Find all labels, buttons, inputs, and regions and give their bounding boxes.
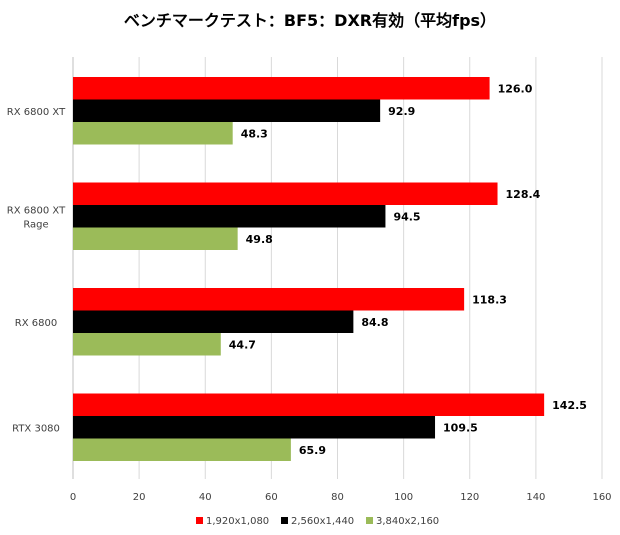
category-label: RX 6800 XT xyxy=(7,107,66,118)
data-label: 92.9 xyxy=(388,105,415,118)
bar xyxy=(73,205,386,228)
x-tick-label: 20 xyxy=(133,492,146,503)
bar xyxy=(73,122,233,145)
x-tick-label: 140 xyxy=(526,492,545,503)
legend: 1,920x1,080 2,560x1,440 3,840x2,160 xyxy=(196,516,439,527)
bar xyxy=(73,333,221,356)
legend-label: 2,560x1,440 xyxy=(291,516,354,527)
legend-swatch xyxy=(281,517,288,524)
data-label: 126.0 xyxy=(498,82,533,95)
category-label: Rage xyxy=(23,219,48,230)
data-label: 94.5 xyxy=(393,210,420,223)
bar xyxy=(73,99,381,122)
data-label: 65.9 xyxy=(299,444,326,457)
bars xyxy=(73,77,545,461)
bar xyxy=(73,182,498,205)
legend-label: 3,840x2,160 xyxy=(376,516,439,527)
x-tick-label: 60 xyxy=(265,492,278,503)
data-label: 84.8 xyxy=(361,316,388,329)
data-label: 109.5 xyxy=(443,421,478,434)
x-tick-label: 120 xyxy=(460,492,479,503)
x-tick-label: 40 xyxy=(199,492,212,503)
x-tick-label: 100 xyxy=(394,492,413,503)
bar xyxy=(73,288,465,311)
legend-swatch xyxy=(196,517,203,524)
category-label: RTX 3080 xyxy=(12,423,60,434)
bar xyxy=(73,416,436,439)
category-labels: RX 6800 XT RX 6800 XT Rage RX 6800 RTX 3080 xyxy=(7,107,66,435)
x-tick-label: 0 xyxy=(70,492,76,503)
data-label: 44.7 xyxy=(229,338,256,351)
bar xyxy=(73,227,238,250)
data-label: 49.8 xyxy=(246,233,273,246)
x-tick-label: 80 xyxy=(331,492,344,503)
data-label: 48.3 xyxy=(241,127,268,140)
x-tick-label: 160 xyxy=(592,492,611,503)
x-axis-ticks: 0 20 40 60 80 100 120 140 160 xyxy=(70,492,612,503)
value-labels: 126.0 92.9 48.3 128.4 94.5 49.8 118.3 84.8 44.7 1… xyxy=(229,82,587,457)
bar xyxy=(73,393,545,416)
category-label: RX 6800 XT xyxy=(7,205,66,216)
bar xyxy=(73,77,490,100)
bar xyxy=(73,438,291,461)
legend-label: 1,920x1,080 xyxy=(206,516,269,527)
bar xyxy=(73,310,354,333)
legend-swatch xyxy=(366,517,373,524)
data-label: 118.3 xyxy=(472,293,507,306)
category-label: RX 6800 xyxy=(15,318,57,329)
data-label: 142.5 xyxy=(552,399,587,412)
chart-title: ベンチマークテスト：BF5：DXR有効（平均fps） xyxy=(124,11,496,30)
data-label: 128.4 xyxy=(506,188,541,201)
